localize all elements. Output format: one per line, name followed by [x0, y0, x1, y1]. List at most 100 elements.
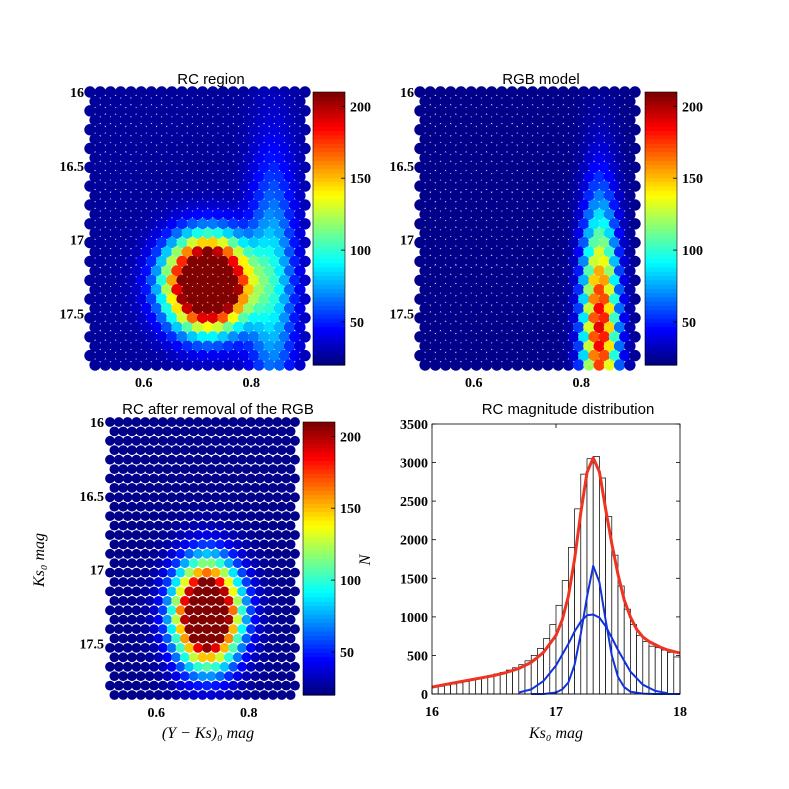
hex-cell	[162, 501, 173, 512]
hex-cell	[593, 340, 605, 352]
hex-cell	[140, 302, 152, 315]
hex-cell	[259, 690, 270, 700]
hex-cell	[131, 586, 142, 597]
colorbar-segment	[303, 682, 335, 688]
hex-cell	[109, 671, 120, 682]
colorbar-segment	[645, 96, 677, 102]
hex-cell	[175, 567, 186, 578]
hex-cell	[197, 558, 208, 569]
hex-cell	[299, 105, 311, 117]
hex-cell	[486, 142, 498, 155]
hex-cell	[237, 492, 248, 503]
hex-cell	[191, 171, 204, 183]
hex-cell	[104, 236, 117, 249]
hex-cell	[232, 539, 243, 550]
hex-cell	[562, 189, 575, 202]
hex-cell	[215, 426, 226, 437]
colorbar-segment	[645, 313, 677, 319]
hex-cell	[118, 539, 129, 550]
hex-cell	[532, 246, 544, 258]
hex-cell	[140, 171, 152, 183]
hex-cell	[232, 464, 243, 474]
hex-cell	[281, 624, 292, 634]
hex-cell	[109, 321, 122, 333]
hex-cell	[434, 331, 447, 343]
hex-cell	[511, 95, 523, 108]
hex-cell	[219, 548, 230, 559]
colorbar-segment	[313, 296, 345, 302]
hex-cell	[156, 255, 168, 268]
hex-cell	[171, 445, 182, 456]
hex-cell	[228, 624, 239, 634]
colorbar-segment	[645, 237, 677, 242]
colorbar-segment	[313, 249, 345, 255]
hex-cell	[285, 501, 296, 512]
colorbar-segment	[645, 309, 677, 315]
hex-cell	[250, 633, 261, 644]
colorbar-segment	[645, 194, 677, 200]
hex-cell	[562, 133, 575, 145]
hex-cell	[532, 171, 544, 183]
hex-cell	[629, 105, 641, 117]
hex-cell	[206, 483, 217, 493]
hex-cell	[506, 312, 518, 324]
hex-cell	[263, 605, 274, 616]
hex-cell	[486, 105, 498, 117]
hex-cell	[455, 236, 467, 249]
hex-cell	[232, 558, 243, 569]
hist-bar	[654, 647, 662, 695]
hex-cell	[135, 445, 146, 456]
colorbar-segment	[303, 609, 335, 615]
hex-cell	[248, 255, 260, 268]
hex-cell	[207, 199, 219, 211]
hex-cell	[219, 492, 230, 503]
colorbar-segment	[303, 473, 335, 479]
hex-cell	[250, 614, 261, 625]
hex-cell	[578, 105, 590, 117]
hex-cell	[224, 596, 234, 606]
hex-cell	[434, 312, 447, 324]
hex-cell	[501, 302, 513, 315]
hex-cell	[127, 577, 137, 587]
hex-cell	[521, 114, 534, 126]
hex-cell	[465, 236, 477, 249]
hex-cell	[193, 435, 204, 446]
hex-cell	[567, 199, 580, 211]
hex-cell	[135, 652, 146, 663]
hex-cell	[166, 567, 177, 578]
hex-cell	[588, 236, 600, 249]
hist-bar	[462, 681, 470, 695]
hex-cell	[603, 133, 616, 145]
hex-cell	[212, 284, 224, 296]
hex-cell	[283, 189, 296, 202]
hex-cell	[113, 548, 124, 559]
hex-cell	[181, 208, 193, 221]
hex-cell	[120, 227, 132, 239]
hex-cell	[175, 473, 186, 484]
hex-cell	[191, 246, 204, 258]
hex-cell	[460, 302, 472, 315]
hex-cell	[434, 105, 447, 117]
colorbar-segment	[645, 352, 677, 358]
hex-cell	[276, 690, 287, 700]
hex-cell	[624, 189, 636, 202]
x-tick-label: 18	[673, 705, 687, 720]
hex-cell	[258, 236, 270, 249]
hex-cell	[109, 227, 122, 239]
hex-cell	[197, 671, 208, 682]
hex-cell	[176, 180, 188, 192]
hex-cell	[573, 359, 585, 371]
hex-cell	[162, 483, 173, 493]
hex-cell	[511, 246, 523, 258]
hex-cell	[603, 189, 616, 202]
colorbar-segment	[303, 648, 335, 653]
hex-cell	[290, 661, 300, 672]
hex-cell	[186, 312, 199, 324]
hex-cell	[118, 652, 129, 663]
hex-cell	[171, 246, 183, 258]
y-tick-label: 17	[90, 564, 104, 579]
hex-cell	[113, 567, 124, 578]
hex-cell	[197, 520, 208, 531]
hex-cell	[552, 152, 564, 164]
hex-cell	[135, 180, 147, 192]
